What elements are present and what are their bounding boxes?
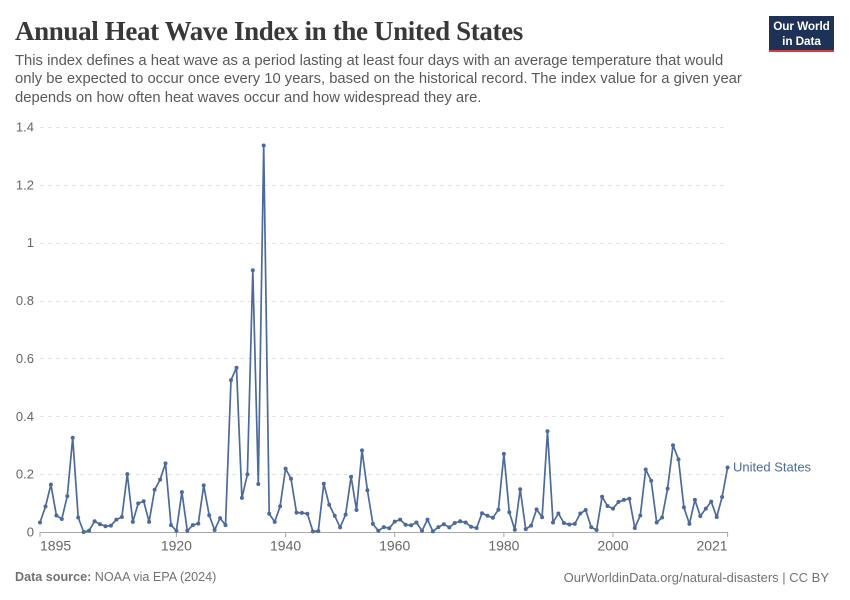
svg-text:1895: 1895 [40, 538, 71, 554]
svg-text:2021: 2021 [696, 538, 727, 554]
svg-text:2000: 2000 [597, 538, 628, 554]
svg-text:United States: United States [733, 460, 812, 475]
svg-text:1960: 1960 [379, 538, 410, 554]
svg-text:0.4: 0.4 [16, 409, 34, 424]
svg-text:1980: 1980 [488, 538, 519, 554]
svg-text:1940: 1940 [270, 538, 301, 554]
svg-text:0.2: 0.2 [16, 467, 34, 482]
svg-text:0: 0 [27, 525, 34, 540]
svg-text:1920: 1920 [161, 538, 192, 554]
svg-text:0.6: 0.6 [16, 351, 34, 366]
svg-text:1.4: 1.4 [16, 120, 34, 135]
svg-text:1: 1 [27, 235, 34, 250]
svg-text:1.2: 1.2 [16, 177, 34, 192]
svg-text:0.8: 0.8 [16, 293, 34, 308]
